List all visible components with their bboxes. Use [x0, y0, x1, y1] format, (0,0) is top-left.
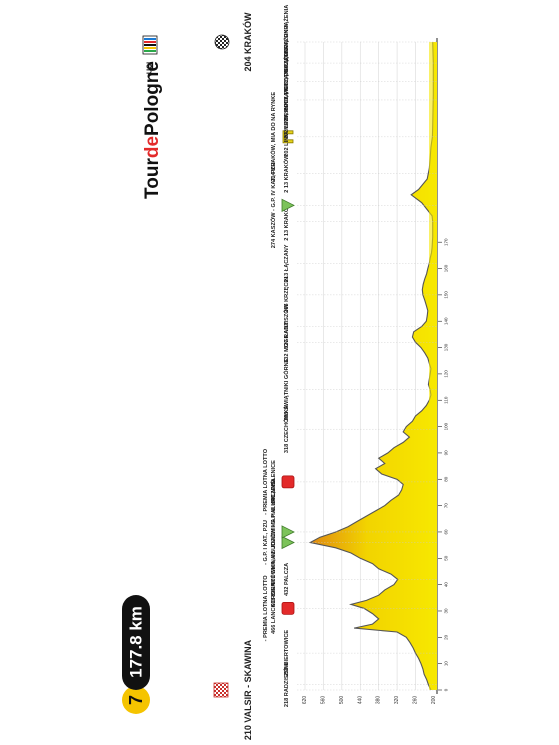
waypoint-label: 395 ŚWIĄTNIKI GÓRNE — [282, 358, 290, 420]
sprint-icon — [281, 475, 295, 489]
km-tick-label: 80 — [444, 476, 449, 482]
waypoint-label: 318 CZECHÓWKA — [282, 405, 290, 453]
waypoint-label: 466 LANCKORONA — [271, 583, 277, 634]
km-tick-label: 0 — [444, 688, 449, 691]
stage-header: 7 177.8 km — [122, 595, 150, 714]
stage-number-badge — [122, 686, 150, 714]
km-tick-label: 130 — [444, 343, 449, 351]
stage-distance: 177.8 km — [127, 606, 146, 678]
waypoint-label: 218 RADZISZÓW — [282, 662, 290, 707]
start-flag-icon — [213, 682, 229, 698]
km-tick-label: 110 — [444, 396, 449, 404]
waypoint-label: 213 ŁĄCZANY — [284, 244, 290, 282]
uci-text: UCI — [147, 62, 154, 74]
y-tick-label: 560 — [320, 696, 326, 705]
y-axis: 200 260 320 380 440 500 560 620 — [302, 696, 437, 705]
y-tick-label: 500 — [339, 696, 345, 705]
waypoint-label: 327 RADZISZÓW — [282, 303, 290, 348]
y-tick-label: 260 — [413, 696, 419, 705]
waypoint-label: 571 GMINA BUDZÓW - G.P. III KAT., PZU — [269, 479, 277, 585]
mountain-icon — [281, 525, 295, 539]
km-tick-label: 140 — [444, 317, 449, 325]
km-tick-label: 10 — [444, 661, 449, 667]
waypoint-label: 202 LINIA METY, POCZĄTEK III OKRĄŻENIA — [283, 5, 290, 122]
km-tick-label: 160 — [444, 264, 449, 272]
waypoint-label: 202 LINIA METY, POCZĄTEK II OKRĄŻENIA — [283, 24, 290, 139]
y-tick-label: 440 — [357, 696, 363, 705]
waypoint-label: 432 PALCZA — [284, 563, 290, 596]
waypoint-sublabel: - PREMIA LOTNA LOTTO — [263, 448, 269, 515]
svg-text:TourdePologne: TourdePologne — [142, 61, 163, 199]
km-tick-label: 20 — [444, 634, 449, 640]
km-tick-label: 60 — [444, 529, 449, 535]
waypoint-label: 2 13 KRAKÓW — [282, 202, 290, 241]
waypoint-label: 204 KRAKÓW — [242, 12, 253, 72]
km-tick-label: 120 — [444, 370, 449, 378]
finish-flag-icon — [214, 34, 230, 50]
km-tick-label: 70 — [444, 503, 449, 509]
km-tick-label: 150 — [444, 291, 449, 299]
mountain-icon — [281, 198, 295, 212]
sprint-icon — [281, 601, 295, 615]
waypoint-label: 301 MYŚLENICE — [270, 460, 277, 504]
stage-number: 7 — [126, 695, 146, 705]
y-tick-label: 620 — [302, 696, 308, 705]
waypoint-sublabel: - PREMIA LOTNA LOTTO — [263, 575, 269, 642]
waypoint-label: 210 VALSIR - SKAWINA — [243, 639, 253, 740]
km-tick-label: 90 — [444, 450, 449, 456]
km-tick-label: 30 — [444, 608, 449, 614]
waypoint-sublabel: - G.P. I KAT., PZU — [263, 520, 269, 565]
base-band — [429, 42, 437, 690]
distance-badge — [122, 595, 150, 690]
elevation-area — [310, 42, 437, 690]
km-tick-label: 50 — [444, 555, 449, 561]
km-tick-label: 100 — [444, 422, 449, 430]
waypoint-label: 202 LINIA METY, POCZĄTEK I OKRĄŻENIA — [283, 43, 290, 157]
feed-zone-icon — [282, 130, 294, 144]
waypoint-label: 274 KASZÓW - G.P. IV KAT., PZU — [269, 162, 277, 248]
y-tick-label: 320 — [394, 696, 400, 705]
profile-area-group — [308, 41, 437, 691]
km-tick-label: 40 — [444, 582, 449, 588]
waypoint-label: 603 BIENKÓWKA, IM. JOACHIMA HALUPCZOKA — [269, 478, 277, 607]
waypoint-label: 204 KRAKÓW, MIA DO NA RYNKE — [269, 92, 277, 182]
tour-de-pologne-logo: TourdePologne UCI — [142, 35, 163, 199]
waypoint-label: 2 13 KRAKÓW — [282, 154, 290, 193]
km-tick-label: 170 — [444, 238, 449, 246]
km-axis: 0 10 20 30 40 50 60 70 80 90 100 110 120 130 140 150 160… — [438, 238, 449, 691]
waypoint-label: 250 BIERTOWICE — [284, 630, 290, 677]
y-tick-label: 200 — [431, 696, 437, 705]
waypoint-label: 332 MOGILANY — [284, 322, 290, 363]
y-tick-label: 380 — [376, 696, 382, 705]
mountain-icon — [281, 535, 295, 550]
waypoint-label: 266 KRZĘCIN — [284, 277, 290, 313]
